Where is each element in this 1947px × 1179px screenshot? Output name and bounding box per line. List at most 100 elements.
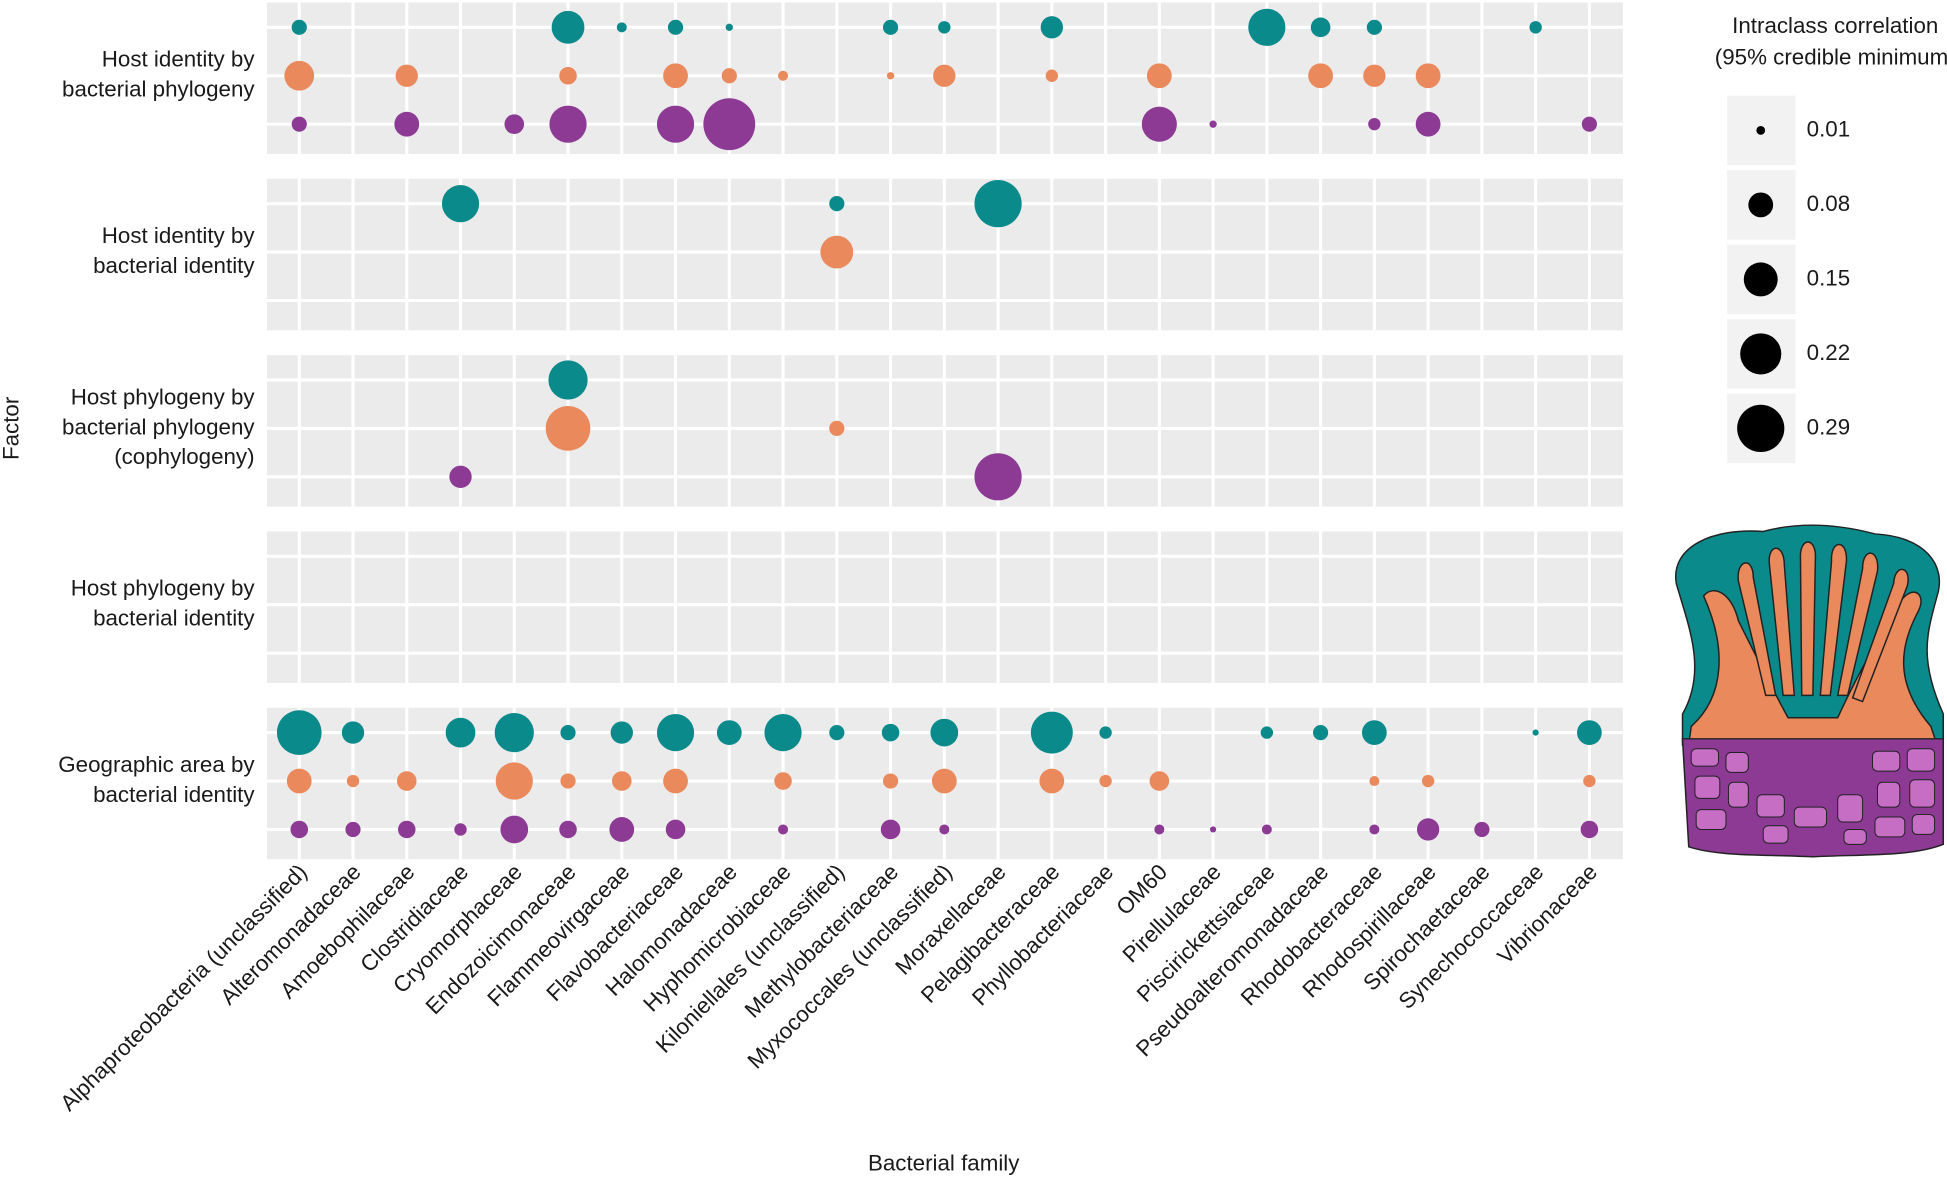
bubble [663, 63, 688, 89]
bubble [656, 105, 695, 143]
legend-bubble [1756, 125, 1766, 135]
panel-label: bacterial identity [93, 782, 255, 807]
bubble [886, 72, 895, 80]
bubble [1099, 726, 1112, 739]
bubble [551, 10, 585, 44]
bubble [1154, 824, 1165, 835]
legend-label: 0.22 [1807, 340, 1851, 365]
panel-label: bacterial phylogeny [62, 77, 255, 102]
bubble [1146, 63, 1172, 89]
panel-label: bacterial identity [93, 606, 255, 631]
bubble [725, 23, 733, 31]
bubble [1310, 17, 1331, 38]
bubble [656, 714, 695, 752]
bubble [1141, 106, 1177, 142]
panel-label: Host identity by [102, 223, 256, 248]
bubble [1581, 116, 1597, 132]
bubble [1149, 771, 1170, 791]
bubble [764, 714, 802, 752]
bubble [1580, 820, 1599, 839]
legend-bubble [1743, 262, 1778, 297]
bubble [504, 114, 525, 134]
legend-label: 0.15 [1807, 265, 1851, 290]
bubble [1529, 21, 1542, 34]
bubble [548, 360, 588, 400]
legend-label: 0.01 [1807, 116, 1851, 141]
bubble [454, 823, 467, 836]
bubble [774, 772, 792, 790]
bubble [276, 710, 322, 755]
bubble [1260, 726, 1274, 739]
bubble [560, 773, 576, 789]
bubble [610, 721, 633, 744]
panel-label: Host phylogeny by [71, 576, 256, 601]
bubble [881, 723, 900, 742]
bubble [1416, 818, 1440, 841]
bubble [1583, 774, 1596, 788]
bubble [345, 821, 361, 838]
bubble [545, 406, 591, 451]
bubble [494, 713, 534, 753]
panel-label: bacterial phylogeny [62, 414, 255, 439]
bubble [939, 824, 950, 835]
bubble [880, 819, 901, 840]
bubble [882, 19, 899, 35]
bubble [346, 774, 360, 788]
bubble [1308, 63, 1334, 89]
bubble [616, 22, 627, 33]
bubble [829, 725, 845, 741]
bubble [1040, 16, 1064, 39]
bubble [549, 105, 587, 143]
legend-bubble [1740, 333, 1782, 375]
bubble [1313, 725, 1329, 741]
bubble [663, 768, 688, 794]
bubble [716, 720, 742, 746]
panel-label: Geographic area by [58, 752, 255, 777]
bubble [778, 824, 789, 835]
bubble [829, 420, 845, 436]
bubble [1421, 774, 1435, 788]
bubble [1039, 768, 1065, 794]
legend-title: Intraclass correlation [1732, 13, 1938, 38]
bubble [667, 19, 684, 35]
bubble [445, 717, 476, 748]
legend-label: 0.29 [1807, 414, 1851, 439]
bubble [397, 820, 416, 839]
bubble [882, 773, 899, 789]
bubble [395, 64, 418, 87]
bubble [286, 768, 312, 794]
bubble [930, 718, 959, 747]
bubble [495, 762, 533, 800]
x-tick-label: Alphaproteobacteria (unclassified) [55, 859, 312, 1116]
legend-label: 0.08 [1807, 191, 1851, 216]
bubble [1261, 824, 1272, 835]
y-axis-title: Factor [0, 396, 23, 460]
panel-label: Host identity by [102, 47, 256, 72]
bubble [778, 70, 789, 81]
panel-label: bacterial identity [93, 253, 255, 278]
bubble [1369, 824, 1380, 835]
coral-illustration [1675, 524, 1945, 858]
bubble [396, 771, 417, 791]
bubble [1368, 117, 1381, 131]
bubble [441, 185, 480, 223]
bubble [1099, 774, 1112, 788]
bubble [665, 819, 686, 840]
bubble [1415, 63, 1441, 89]
bubble [341, 721, 365, 744]
bubble [933, 64, 956, 87]
bubble [1532, 729, 1539, 736]
x-axis-title: Bacterial family [868, 1151, 1020, 1176]
legend-bubble [1748, 192, 1774, 218]
bubble [703, 98, 756, 151]
bubble [1474, 821, 1490, 838]
bubble [290, 820, 309, 839]
bubble [829, 196, 845, 212]
bubble [284, 60, 315, 91]
bubble [559, 66, 577, 85]
bubble [611, 771, 632, 791]
bubble [721, 68, 737, 84]
bubble [609, 817, 635, 842]
